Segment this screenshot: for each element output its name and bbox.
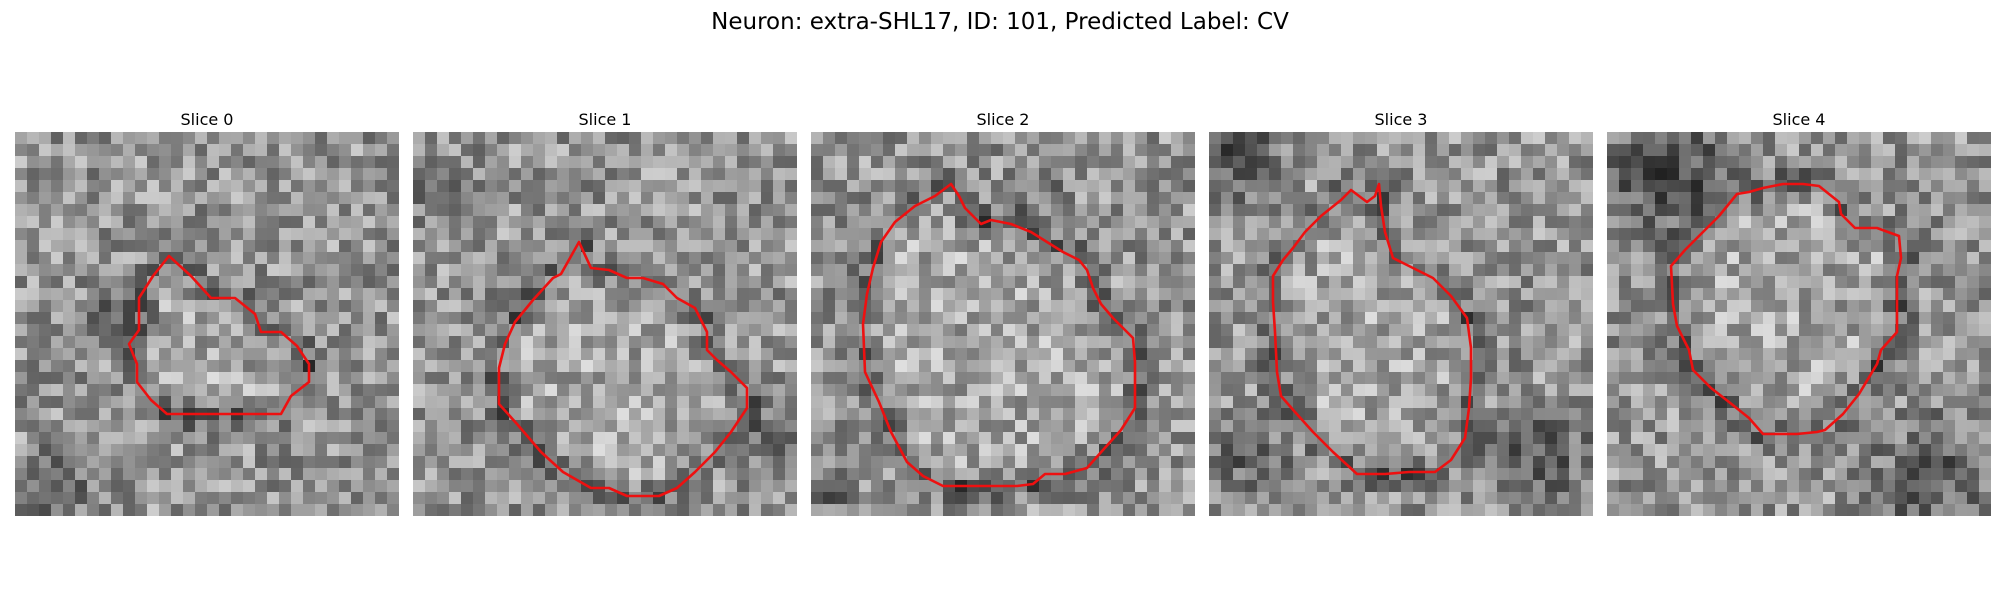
pixel-grid (1607, 132, 1991, 516)
pixel-grid (811, 132, 1195, 516)
slice-image-3 (1209, 132, 1593, 516)
roi-contour (861, 182, 1137, 488)
slice-image-0 (15, 132, 399, 516)
slice-image-1 (413, 132, 797, 516)
slice-title-2: Slice 2 (976, 110, 1030, 129)
roi-contour (1271, 182, 1473, 476)
slice-panel-3: Slice 3 (1209, 108, 1593, 516)
slice-title-1: Slice 1 (578, 110, 632, 129)
pixel-grid (1209, 132, 1593, 516)
slice-panel-1: Slice 1 (413, 108, 797, 516)
slice-panel-2: Slice 2 (811, 108, 1195, 516)
slice-panel-4: Slice 4 (1607, 108, 1991, 516)
roi-contour (497, 240, 749, 498)
slice-image-4 (1607, 132, 1991, 516)
slice-title-4: Slice 4 (1772, 110, 1826, 129)
slice-image-2 (811, 132, 1195, 516)
pixel-grid (15, 132, 399, 516)
slice-title-0: Slice 0 (180, 110, 234, 129)
roi-contour (1669, 182, 1903, 436)
figure-title: Neuron: extra-SHL17, ID: 101, Predicted … (711, 9, 1289, 35)
pixel-grid (413, 132, 797, 516)
slice-panel-0: Slice 0 (15, 108, 399, 516)
slice-title-3: Slice 3 (1374, 110, 1428, 129)
roi-contour (127, 254, 311, 416)
